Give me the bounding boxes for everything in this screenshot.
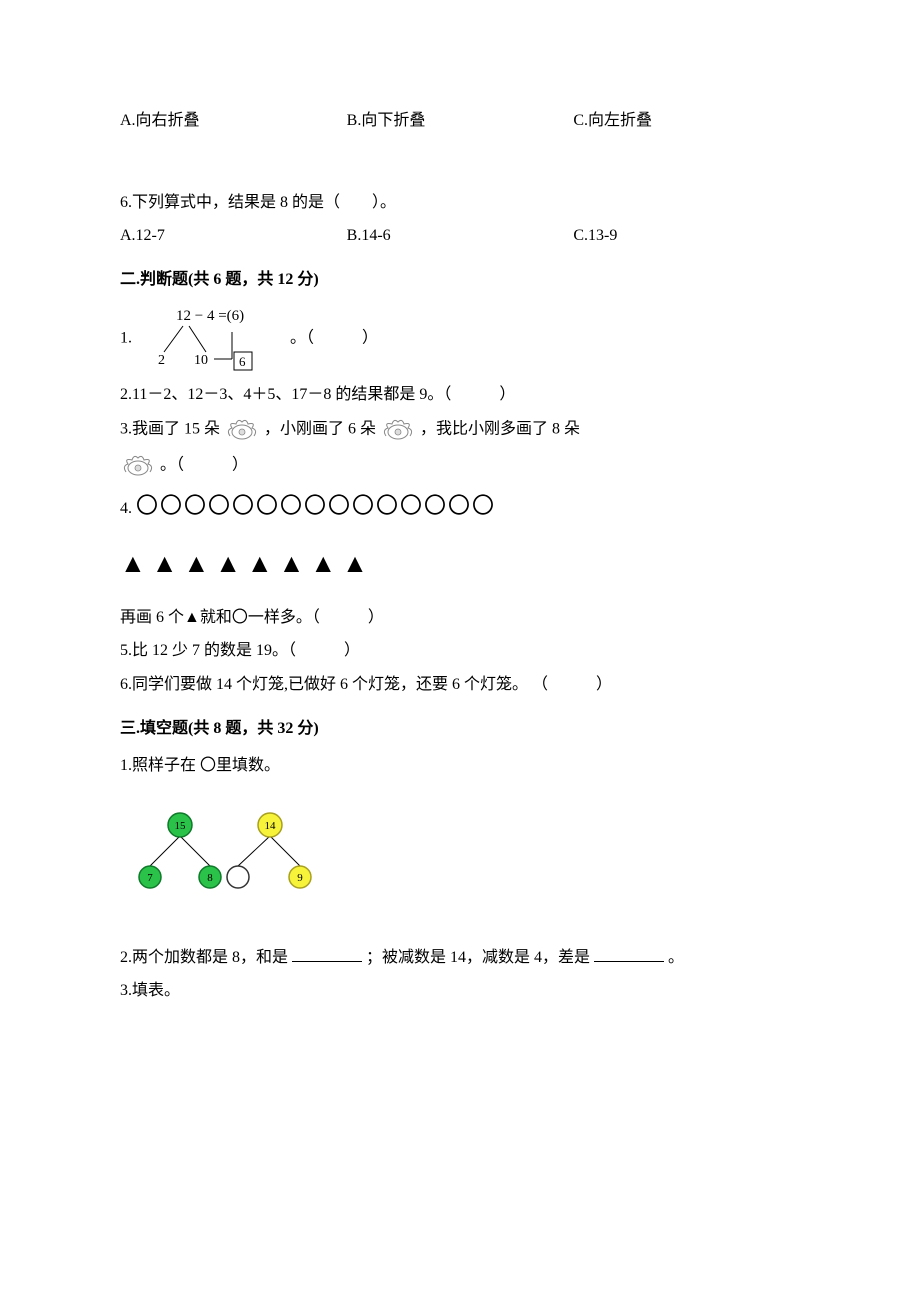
s2-q1-right: 10 <box>194 353 208 368</box>
s2-q4-line: 再画 6 个▲就和〇一样多。（ ） <box>120 605 800 631</box>
s3-q2-c: 。 <box>668 949 684 966</box>
q6-option-a: A.12-7 <box>120 223 347 249</box>
s2-q4: 4. 〇〇〇〇〇〇〇〇〇〇〇〇〇〇〇 <box>120 488 800 523</box>
blank-field[interactable] <box>594 945 664 962</box>
triangles-row: ▲▲▲▲▲▲▲▲ <box>120 543 800 585</box>
q5-option-b: B.向下折叠 <box>347 108 574 134</box>
q6-option-b: B.14-6 <box>347 223 574 249</box>
q5-option-c: C.向左折叠 <box>573 108 800 134</box>
section2-title: 二.判断题(共 6 题，共 12 分) <box>120 267 800 293</box>
s2-q2: 2.11－2、12－3、4＋5、17－8 的结果都是 9。（ ） <box>120 382 800 408</box>
s2-q6: 6.同学们要做 14 个灯笼,已做好 6 个灯笼，还要 6 个灯笼。 （ ） <box>120 672 800 698</box>
s2-q3: 3.我画了 15 朵 ，小刚画了 6 朵 ，我比小刚多画了 8 朵 <box>120 416 800 444</box>
svg-text:9: 9 <box>297 872 303 884</box>
s2-q3-a: 3.我画了 15 朵 <box>120 421 220 438</box>
circles-row: 〇〇〇〇〇〇〇〇〇〇〇〇〇〇〇 <box>136 493 496 518</box>
blank-field[interactable] <box>292 945 362 962</box>
flower-icon <box>120 452 156 480</box>
q6-option-c: C.13-9 <box>573 223 800 249</box>
s2-q5: 5.比 12 少 7 的数是 19。（ ） <box>120 638 800 664</box>
s2-q1-expr: 12 − 4 =(6) <box>176 308 244 324</box>
s3-q2-b: ；被减数是 14，减数是 4，差是 <box>366 949 590 966</box>
s3-q2: 2.两个加数都是 8，和是 ；被减数是 14，减数是 4，差是 。 <box>120 945 800 971</box>
s2-q3-c: ，我比小刚多画了 8 朵 <box>420 421 580 438</box>
s2-q1: 1. 12 − 4 =(6) 2 10 6 。（ ） <box>120 304 800 374</box>
flower-icon <box>224 416 260 444</box>
section3-title: 三.填空题(共 8 题，共 32 分) <box>120 716 800 742</box>
svg-text:8: 8 <box>207 872 213 884</box>
s3-q1-stem: 1.照样子在 〇里填数。 <box>120 753 800 779</box>
s2-q1-left: 2 <box>158 353 165 368</box>
s2-q1-box: 6 <box>239 354 246 369</box>
s2-q3-b: ，小刚画了 6 朵 <box>264 421 376 438</box>
q6-options: A.12-7 B.14-6 C.13-9 <box>120 223 800 249</box>
s3-q2-a: 2.两个加数都是 8，和是 <box>120 949 288 966</box>
s2-q1-prefix: 1. <box>120 330 132 347</box>
q6-stem: 6.下列算式中，结果是 8 的是（ ）。 <box>120 190 800 216</box>
s2-q3-line2: 。（ ） <box>120 452 800 480</box>
flower-icon <box>380 416 416 444</box>
svg-text:7: 7 <box>147 872 153 884</box>
s2-q3-tail: 。（ ） <box>160 457 248 474</box>
q5-options: A.向右折叠 B.向下折叠 C.向左折叠 <box>120 108 800 134</box>
q5-option-a: A.向右折叠 <box>120 108 347 134</box>
s2-q1-diagram: 12 − 4 =(6) 2 10 6 <box>136 304 286 374</box>
s2-q4-prefix: 4. <box>120 500 132 517</box>
s3-q1-diagram: 15 14 7 8 9 <box>120 807 800 897</box>
svg-text:14: 14 <box>265 820 277 832</box>
svg-text:15: 15 <box>175 820 187 832</box>
s3-q3: 3.填表。 <box>120 978 800 1004</box>
s2-q1-tail: 。（ ） <box>290 330 378 347</box>
